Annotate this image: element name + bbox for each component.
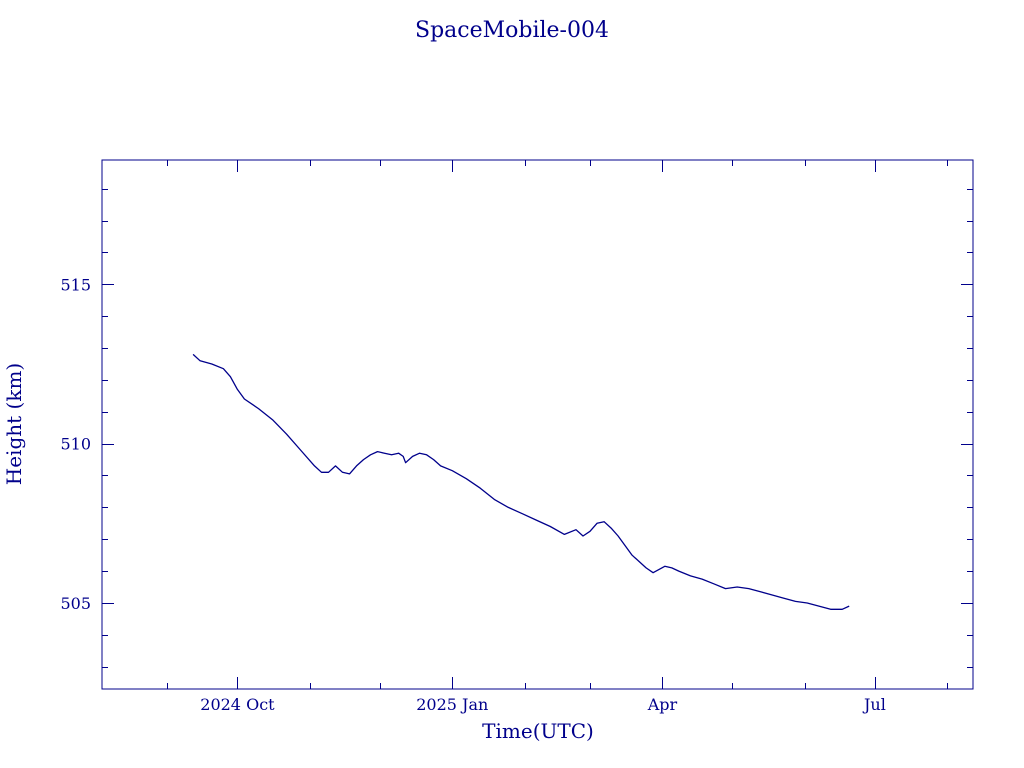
y-tick-label: 515 [60, 275, 91, 294]
x-axis-label: Time(UTC) [482, 719, 594, 743]
x-tick-label: 2025 Jan [416, 695, 488, 714]
y-tick-label: 505 [60, 594, 91, 613]
tick-labels: 505 510 515 2024 Oct 2025 Jan Apr Jul [60, 275, 885, 714]
plot-frame [101, 159, 974, 690]
axis-ticks [102, 160, 973, 689]
x-tick-label: 2024 Oct [200, 695, 275, 714]
x-tick-label: Apr [647, 695, 678, 714]
y-axis-label: Height (km) [2, 363, 26, 485]
chart-title: SpaceMobile-004 [415, 18, 609, 43]
y-tick-label: 510 [60, 435, 91, 454]
series-line-height [192, 353, 850, 610]
x-tick-label: Jul [862, 695, 886, 714]
